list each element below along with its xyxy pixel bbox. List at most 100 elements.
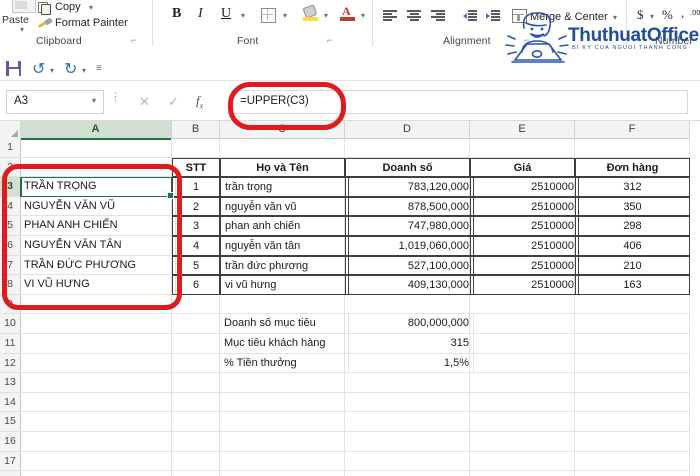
- row-header-6[interactable]: 6: [0, 236, 21, 256]
- align-right-icon[interactable]: [431, 10, 445, 21]
- cancel-formula-icon[interactable]: ✕: [139, 94, 150, 109]
- cell-E13[interactable]: [470, 373, 575, 393]
- formula-input[interactable]: =UPPER(C3): [232, 90, 688, 114]
- cell-D11[interactable]: 315: [345, 334, 474, 354]
- row-header-7[interactable]: 7: [0, 255, 21, 276]
- column-header-D[interactable]: D: [345, 121, 470, 139]
- row-header-8[interactable]: 8: [0, 275, 21, 295]
- cell-F11[interactable]: [575, 334, 690, 354]
- formula-bar-grip[interactable]: ⋮: [110, 91, 121, 103]
- cell-B6[interactable]: 4: [172, 236, 220, 256]
- row-header-18[interactable]: 18: [0, 471, 21, 476]
- cell-E8[interactable]: 2510000: [470, 275, 579, 295]
- font-color-chevron-down-icon[interactable]: ▾: [361, 11, 366, 20]
- row-header-12[interactable]: 12: [0, 353, 21, 374]
- cell-A18[interactable]: [20, 471, 172, 476]
- cell-E5[interactable]: 2510000: [470, 216, 579, 236]
- row-header-10[interactable]: 10: [0, 314, 21, 334]
- column-header-A[interactable]: A: [20, 121, 172, 140]
- cell-C4[interactable]: nguyễn văn vũ: [220, 196, 349, 217]
- row-header-17[interactable]: 17: [0, 451, 21, 472]
- cell-A14[interactable]: [20, 392, 172, 413]
- cell-A16[interactable]: [20, 432, 172, 452]
- cell-F17[interactable]: [575, 451, 690, 472]
- cell-C18[interactable]: [220, 471, 345, 476]
- column-header-E[interactable]: E: [470, 121, 575, 139]
- cell-A11[interactable]: [20, 334, 172, 354]
- cell-F12[interactable]: [575, 353, 690, 374]
- insert-function-icon[interactable]: fx: [196, 93, 204, 111]
- column-header-B[interactable]: B: [172, 121, 220, 139]
- cell-C13[interactable]: [220, 373, 345, 393]
- row-header-9[interactable]: 9: [0, 294, 21, 315]
- cell-B18[interactable]: [172, 471, 220, 476]
- cell-C3[interactable]: trần trọng: [220, 177, 349, 197]
- cell-A6[interactable]: NGUYỄN VĂN TÂN: [20, 236, 176, 256]
- cell-E18[interactable]: [470, 471, 575, 476]
- cell-F4[interactable]: 350: [575, 196, 690, 217]
- borders-icon[interactable]: [261, 8, 276, 23]
- cell-A7[interactable]: TRẦN ĐỨC PHƯƠNG: [20, 255, 176, 276]
- cell-E10[interactable]: [470, 314, 575, 334]
- font-color-icon[interactable]: A: [340, 4, 355, 22]
- cell-C7[interactable]: trần đức phương: [220, 255, 349, 276]
- cell-A4[interactable]: NGUYỄN VĂN VŨ: [20, 196, 176, 217]
- cell-B16[interactable]: [172, 432, 220, 452]
- cell-E12[interactable]: [470, 353, 575, 374]
- decrease-indent-icon[interactable]: [463, 10, 477, 21]
- row-header-13[interactable]: 13: [0, 373, 21, 393]
- cell-B17[interactable]: [172, 451, 220, 472]
- cell-A17[interactable]: [20, 451, 172, 472]
- borders-chevron-down-icon[interactable]: ▾: [283, 11, 288, 20]
- cell-E7[interactable]: 2510000: [470, 255, 579, 276]
- cell-A3[interactable]: TRẦN TRỌNG: [20, 177, 176, 197]
- cell-C11[interactable]: Mục tiêu khách hàng: [220, 334, 349, 354]
- underline-button[interactable]: U: [221, 6, 232, 21]
- qat-customize-icon[interactable]: ≡: [96, 63, 102, 74]
- cell-D3[interactable]: 783,120,000: [345, 177, 474, 197]
- cell-B5[interactable]: 3: [172, 216, 220, 236]
- cell-C1[interactable]: [220, 138, 345, 158]
- cell-E4[interactable]: 2510000: [470, 196, 579, 217]
- cell-D9[interactable]: [345, 294, 470, 315]
- row-header-4[interactable]: 4: [0, 196, 21, 217]
- undo-icon[interactable]: ↺: [32, 59, 46, 78]
- redo-icon[interactable]: ↻: [64, 59, 78, 78]
- cell-E2[interactable]: Giá: [470, 157, 575, 178]
- cell-C9[interactable]: [220, 294, 345, 315]
- cell-E11[interactable]: [470, 334, 575, 354]
- row-header-14[interactable]: 14: [0, 392, 21, 413]
- cell-F18[interactable]: [575, 471, 690, 476]
- cell-F8[interactable]: 163: [575, 275, 690, 295]
- cell-D7[interactable]: 527,100,000: [345, 255, 474, 276]
- cell-A5[interactable]: PHAN ANH CHIẾN: [20, 216, 176, 236]
- increase-indent-icon[interactable]: [486, 10, 500, 21]
- cell-E1[interactable]: [470, 138, 575, 158]
- cell-D8[interactable]: 409,130,000: [345, 275, 474, 295]
- row-header-5[interactable]: 5: [0, 216, 21, 236]
- cell-B9[interactable]: [172, 294, 220, 315]
- cell-F9[interactable]: [575, 294, 690, 315]
- cell-C6[interactable]: nguyễn văn tân: [220, 236, 349, 256]
- cell-F14[interactable]: [575, 392, 690, 413]
- cell-F7[interactable]: 210: [575, 255, 690, 276]
- cell-F10[interactable]: [575, 314, 690, 334]
- cell-B2[interactable]: STT: [172, 157, 220, 178]
- cell-B10[interactable]: [172, 314, 220, 334]
- merge-center-icon[interactable]: [512, 9, 527, 23]
- row-header-11[interactable]: 11: [0, 334, 21, 354]
- cell-D6[interactable]: 1,019,060,000: [345, 236, 474, 256]
- cell-B4[interactable]: 2: [172, 196, 220, 217]
- cell-E9[interactable]: [470, 294, 575, 315]
- cell-B13[interactable]: [172, 373, 220, 393]
- cell-E16[interactable]: [470, 432, 575, 452]
- cell-E3[interactable]: 2510000: [470, 177, 579, 197]
- cell-B8[interactable]: 6: [172, 275, 220, 295]
- select-all-corner[interactable]: [0, 121, 21, 139]
- cell-B3[interactable]: 1: [172, 177, 220, 197]
- cell-D12[interactable]: 1,5%: [345, 353, 474, 374]
- paste-chevron-down-icon[interactable]: ▾: [20, 25, 25, 34]
- cell-F6[interactable]: 406: [575, 236, 690, 256]
- number-dialog-launcher-icon[interactable]: ⌐: [633, 35, 639, 45]
